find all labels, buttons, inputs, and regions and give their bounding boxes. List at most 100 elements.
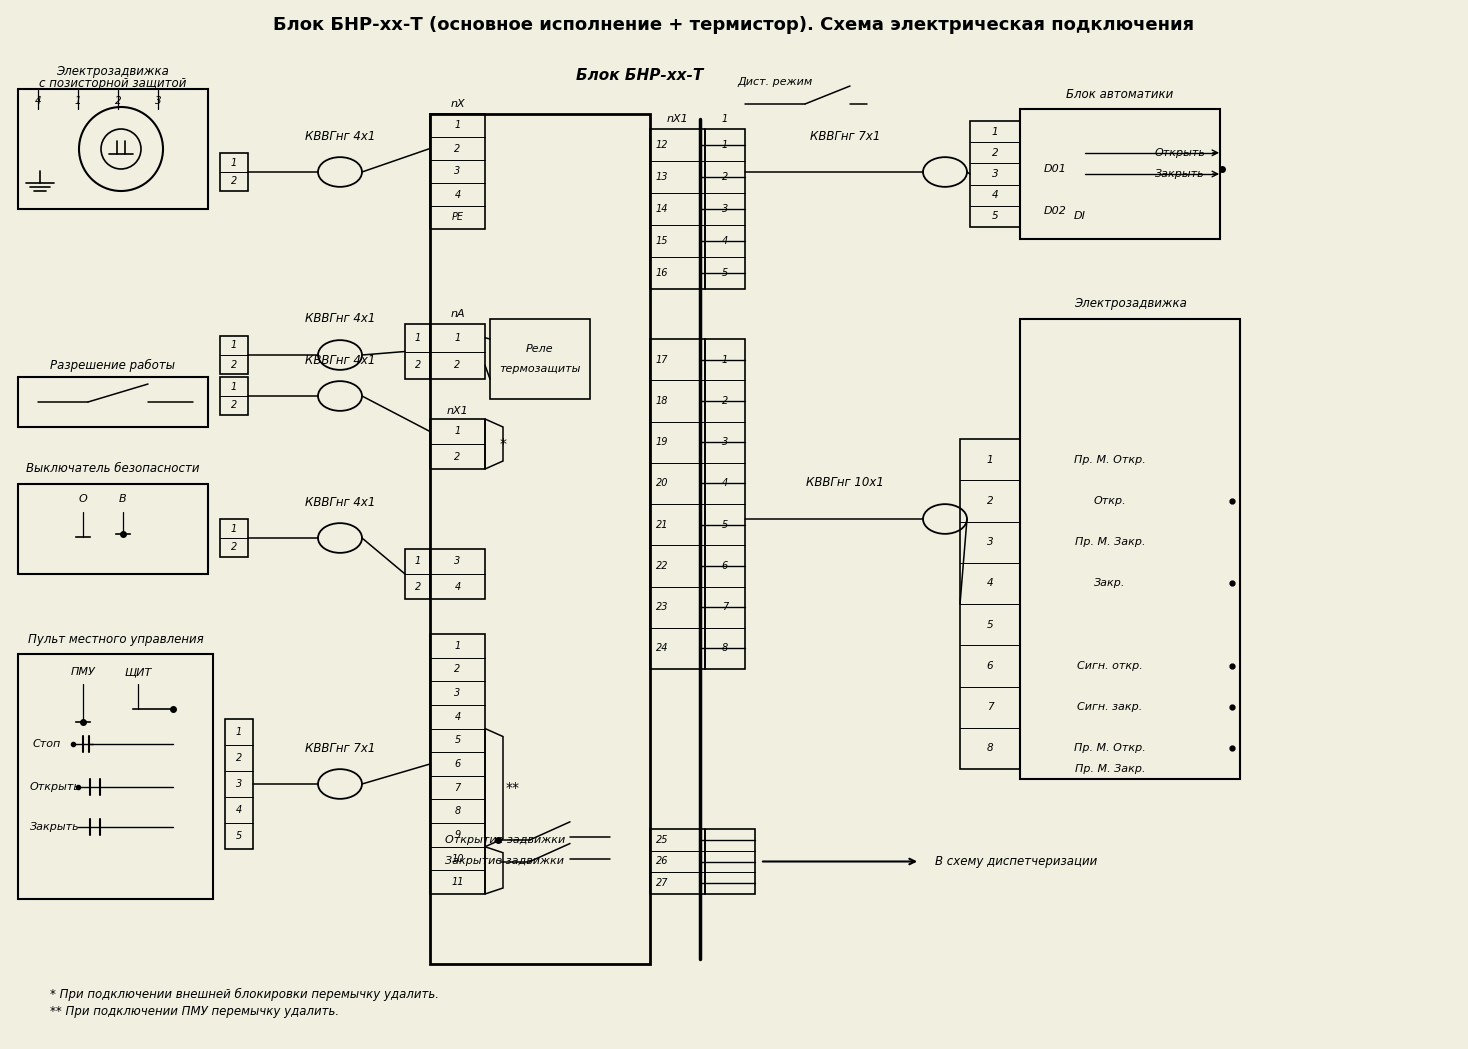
Text: Закрыть: Закрыть [29,822,79,832]
Text: 2: 2 [115,97,122,106]
Text: Разрешение работы: Разрешение работы [50,359,176,371]
Text: 3: 3 [722,204,728,214]
Text: 2: 2 [455,451,461,462]
Bar [1020,319,1240,779]
Text: 18: 18 [656,395,668,406]
Text: 24: 24 [656,643,668,654]
Text: 13: 13 [656,172,668,181]
Bar [430,419,484,469]
Text: 3: 3 [722,437,728,447]
Text: 2: 2 [230,176,238,187]
Text: ЩИТ: ЩИТ [125,667,151,677]
Text: Электрозадвижка: Электрозадвижка [57,64,169,78]
Text: Пр. М. Закр.: Пр. М. Закр. [1075,537,1145,548]
Text: 7: 7 [722,602,728,613]
Text: 3: 3 [455,557,461,566]
Text: 1: 1 [986,454,994,465]
Text: 1: 1 [455,641,461,650]
Text: В схему диспетчеризации: В схему диспетчеризации [935,855,1097,868]
Text: 2: 2 [415,581,421,592]
Text: Откр.: Откр. [1094,496,1126,506]
Text: 2: 2 [455,360,461,370]
Bar [970,121,1020,227]
Bar [705,339,744,669]
Text: 9: 9 [455,830,461,840]
Text: Сигн. откр.: Сигн. откр. [1078,661,1144,671]
Text: 6: 6 [986,661,994,671]
Text: 1: 1 [415,333,421,343]
Text: термозащиты: термозащиты [499,364,581,374]
Bar [18,377,208,427]
Text: Пр. М. Закр.: Пр. М. Закр. [1075,764,1145,774]
Text: 1: 1 [455,427,461,436]
Text: 4: 4 [236,805,242,815]
Text: 7: 7 [986,702,994,712]
Text: 4: 4 [986,578,994,588]
Text: 7: 7 [455,783,461,793]
Text: D02: D02 [1044,206,1066,216]
Text: 5: 5 [992,212,998,221]
Text: 2: 2 [455,664,461,675]
Bar [1020,109,1220,239]
Text: 26: 26 [656,856,668,866]
Text: 1: 1 [236,727,242,737]
Text: nX1: nX1 [666,114,688,124]
Text: ПМУ: ПМУ [70,667,95,677]
Text: 6: 6 [455,759,461,769]
Text: 4: 4 [722,478,728,489]
Text: КВВГнг 4х1: КВВГнг 4х1 [305,495,376,509]
Text: Открытие задвижки: Открытие задвижки [445,835,565,844]
Text: 22: 22 [656,561,668,571]
Text: 1: 1 [722,355,728,365]
Text: 15: 15 [656,236,668,247]
Bar [430,634,484,894]
Text: 17: 17 [656,355,668,365]
Text: **: ** [506,780,520,795]
Text: Пр. М. Откр.: Пр. М. Откр. [1075,744,1147,753]
Text: 5: 5 [236,831,242,841]
Text: 2: 2 [230,360,238,369]
Text: 1: 1 [230,382,238,391]
Text: 4: 4 [455,711,461,722]
Text: 2: 2 [230,401,238,410]
Text: 5: 5 [722,267,728,278]
Text: 2: 2 [992,148,998,157]
Bar [430,114,650,964]
Text: 8: 8 [455,807,461,816]
Text: В: В [119,494,126,504]
Text: 2: 2 [415,360,421,370]
Text: 2: 2 [986,496,994,506]
Bar [18,89,208,209]
Bar [430,324,484,379]
Bar [430,549,484,599]
Bar [650,339,705,669]
Text: nX: nX [451,99,465,109]
Text: Закрытие задвижки: Закрытие задвижки [445,856,564,866]
Text: PE: PE [452,213,464,222]
Text: 8: 8 [722,643,728,654]
Text: 4: 4 [455,581,461,592]
Text: 1: 1 [455,333,461,343]
Text: 2: 2 [455,144,461,153]
Text: КВВГнг 7х1: КВВГнг 7х1 [305,742,376,754]
Text: Пр. М. Откр.: Пр. М. Откр. [1075,454,1147,465]
Text: 3: 3 [455,688,461,698]
Text: Блок БНР-хх-Т (основное исполнение + термистор). Схема электрическая подключения: Блок БНР-хх-Т (основное исполнение + тер… [273,16,1195,34]
Text: Стоп: Стоп [32,738,62,749]
Bar [405,324,430,379]
Text: 1: 1 [992,127,998,136]
Text: 3: 3 [236,779,242,789]
Bar [705,829,755,894]
Text: Закрыть: Закрыть [1155,169,1205,179]
Text: 3: 3 [992,169,998,179]
Text: 10: 10 [451,854,464,863]
Text: Реле: Реле [526,344,553,354]
Bar [225,719,252,849]
Bar [650,129,705,290]
Text: * При подключении внешней блокировки перемычку удалить.: * При подключении внешней блокировки пер… [50,987,439,1001]
Text: 8: 8 [986,744,994,753]
Text: 16: 16 [656,267,668,278]
Text: Открыть: Открыть [29,782,81,792]
Bar [490,319,590,399]
Bar [18,654,213,899]
